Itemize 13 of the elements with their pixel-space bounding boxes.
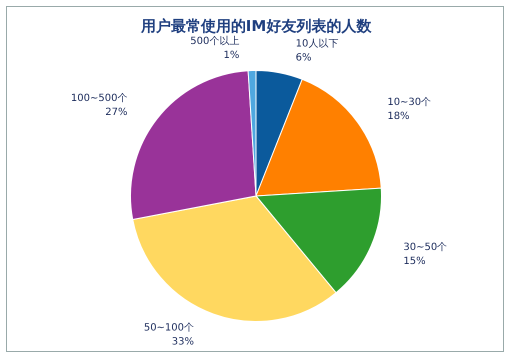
data-label: 18% — [387, 110, 410, 122]
data-label: 33% — [172, 336, 194, 348]
slice-label: 10人以下 — [296, 38, 338, 50]
slice-label: 10~30个 — [387, 96, 432, 108]
slice-label: 30~50个 — [403, 241, 448, 254]
slice-label: 100~500个 — [70, 92, 128, 104]
data-label: 1% — [223, 50, 240, 62]
data-label: 27% — [105, 107, 128, 118]
slice-label: 50~100个 — [144, 321, 194, 334]
data-label: 15% — [403, 256, 426, 268]
chart-title: 用户最常使用的IM好友列表的人数 — [140, 16, 372, 35]
slice-label: 500个以上 — [190, 35, 240, 48]
data-label: 6% — [296, 52, 312, 64]
